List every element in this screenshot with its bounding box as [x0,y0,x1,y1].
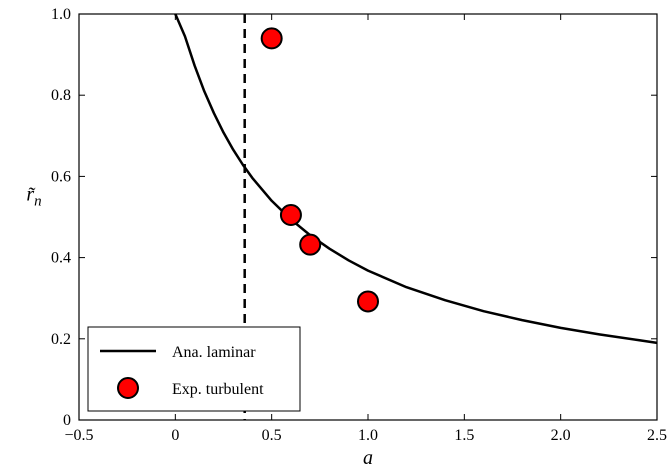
legend-label-turbulent: Exp. turbulent [172,381,264,398]
legend-marker-swatch [117,377,139,399]
y-axis-label: r̃n [26,184,41,210]
y-tick-label: 0 [63,412,71,429]
tick-labels: −0.5 0 0.5 1.0 1.5 2.0 2.500.20.40.60.81.0 [51,6,667,444]
y-tick-label: 1.0 [51,6,71,23]
laminar-curve [174,13,658,345]
data-point [260,27,283,50]
x-tick-label: 2.5 [647,427,667,444]
y-tick-label: 0.8 [51,87,71,104]
data-point [299,233,322,256]
x-tick-label: 1.0 [358,427,378,444]
x-tick-label: 0.5 [262,427,282,444]
x-axis-label: a [363,447,373,468]
y-tick-label: 0.2 [51,331,71,348]
y-tick-label: 0.6 [51,168,71,185]
x-tick-label: 0 [171,427,179,444]
x-tick-label: −0.5 [64,427,93,444]
data-point [279,203,302,226]
legend: Ana. laminar Exp. turbulent [87,326,301,412]
x-tick-label: 1.5 [454,427,474,444]
data-point [357,290,379,313]
y-tick-label: 0.4 [51,250,71,267]
x-tick-label: 2.0 [551,427,571,444]
legend-label-laminar: Ana. laminar [172,344,256,361]
legend-box [87,326,301,412]
axes-frame [78,13,658,421]
